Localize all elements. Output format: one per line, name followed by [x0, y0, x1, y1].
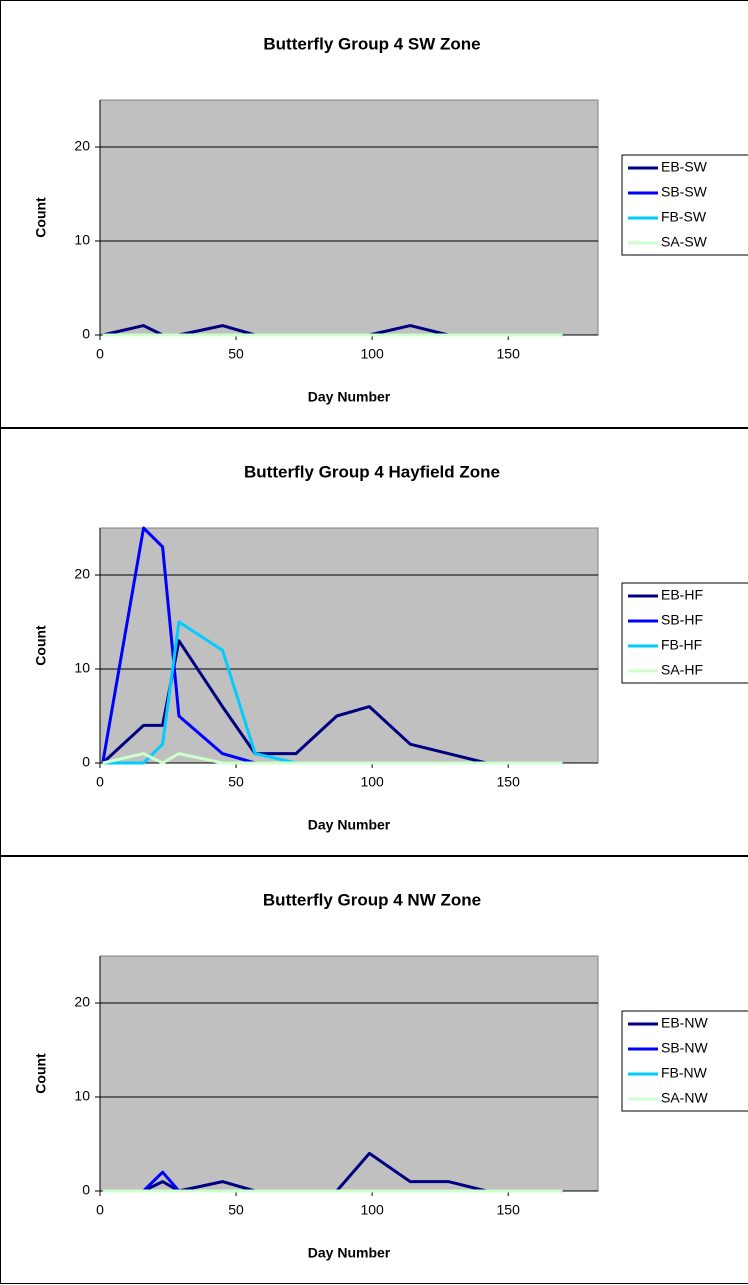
y-tick-label: 10 — [74, 660, 90, 676]
legend-box — [621, 154, 748, 256]
legend-label: SA-SW — [661, 234, 708, 250]
y-tick-label: 20 — [74, 994, 90, 1010]
x-tick-label: 150 — [497, 1202, 521, 1218]
chart-panel: Butterfly Group 4 SW Zone 0 10 20 0 50 100 150 D… — [0, 0, 748, 428]
y-tick-label: 10 — [74, 1088, 90, 1104]
y-axis-label: Count — [33, 625, 49, 666]
x-tick-label: 0 — [96, 774, 104, 790]
plot-area — [99, 955, 599, 1192]
plot-area — [99, 99, 599, 336]
x-axis-label: Day Number — [308, 389, 391, 405]
chart-panel: Butterfly Group 4 NW Zone 0 10 20 0 50 100 150 D… — [0, 856, 748, 1284]
legend-box — [621, 582, 748, 684]
chart-title: Butterfly Group 4 SW Zone — [263, 34, 480, 53]
x-tick-label: 50 — [228, 1202, 244, 1218]
legend-box — [621, 1010, 748, 1112]
x-tick-label: 100 — [360, 346, 384, 362]
y-tick-label: 20 — [74, 138, 90, 154]
y-tick-label: 10 — [74, 232, 90, 248]
y-tick-label: 0 — [82, 1182, 90, 1198]
x-tick-label: 50 — [228, 774, 244, 790]
legend-label: FB-HF — [661, 637, 702, 653]
legend-label: SA-HF — [661, 662, 703, 678]
series-line — [101, 639, 563, 765]
legend-label: FB-NW — [661, 1065, 708, 1081]
legend-label: EB-SW — [661, 159, 708, 175]
legend-label: FB-SW — [661, 209, 707, 225]
y-axis-label: Count — [33, 1053, 49, 1094]
chart-panel: Butterfly Group 4 Hayfield Zone 0 10 20 0 50 1… — [0, 428, 748, 856]
x-tick-label: 150 — [497, 774, 521, 790]
y-tick-label: 20 — [74, 566, 90, 582]
legend-label: SB-NW — [661, 1040, 708, 1056]
x-axis-label: Day Number — [308, 1245, 391, 1261]
x-tick-label: 100 — [360, 1202, 384, 1218]
x-tick-label: 50 — [228, 346, 244, 362]
chart-title: Butterfly Group 4 Hayfield Zone — [244, 462, 500, 481]
y-tick-label: 0 — [82, 754, 90, 770]
x-tick-label: 100 — [360, 774, 384, 790]
series-line — [102, 752, 563, 765]
x-axis-label: Day Number — [308, 817, 391, 833]
y-axis-label: Count — [33, 197, 49, 238]
x-tick-label: 150 — [497, 346, 521, 362]
legend-label: EB-HF — [661, 587, 703, 603]
legend-label: SA-NW — [661, 1090, 708, 1106]
chart-title: Butterfly Group 4 NW Zone — [263, 890, 481, 909]
x-tick-label: 0 — [96, 346, 104, 362]
x-tick-label: 0 — [96, 1202, 104, 1218]
legend-label: SB-SW — [661, 184, 708, 200]
y-tick-label: 0 — [82, 326, 90, 342]
legend-label: EB-NW — [661, 1015, 708, 1031]
legend-label: SB-HF — [661, 612, 703, 628]
